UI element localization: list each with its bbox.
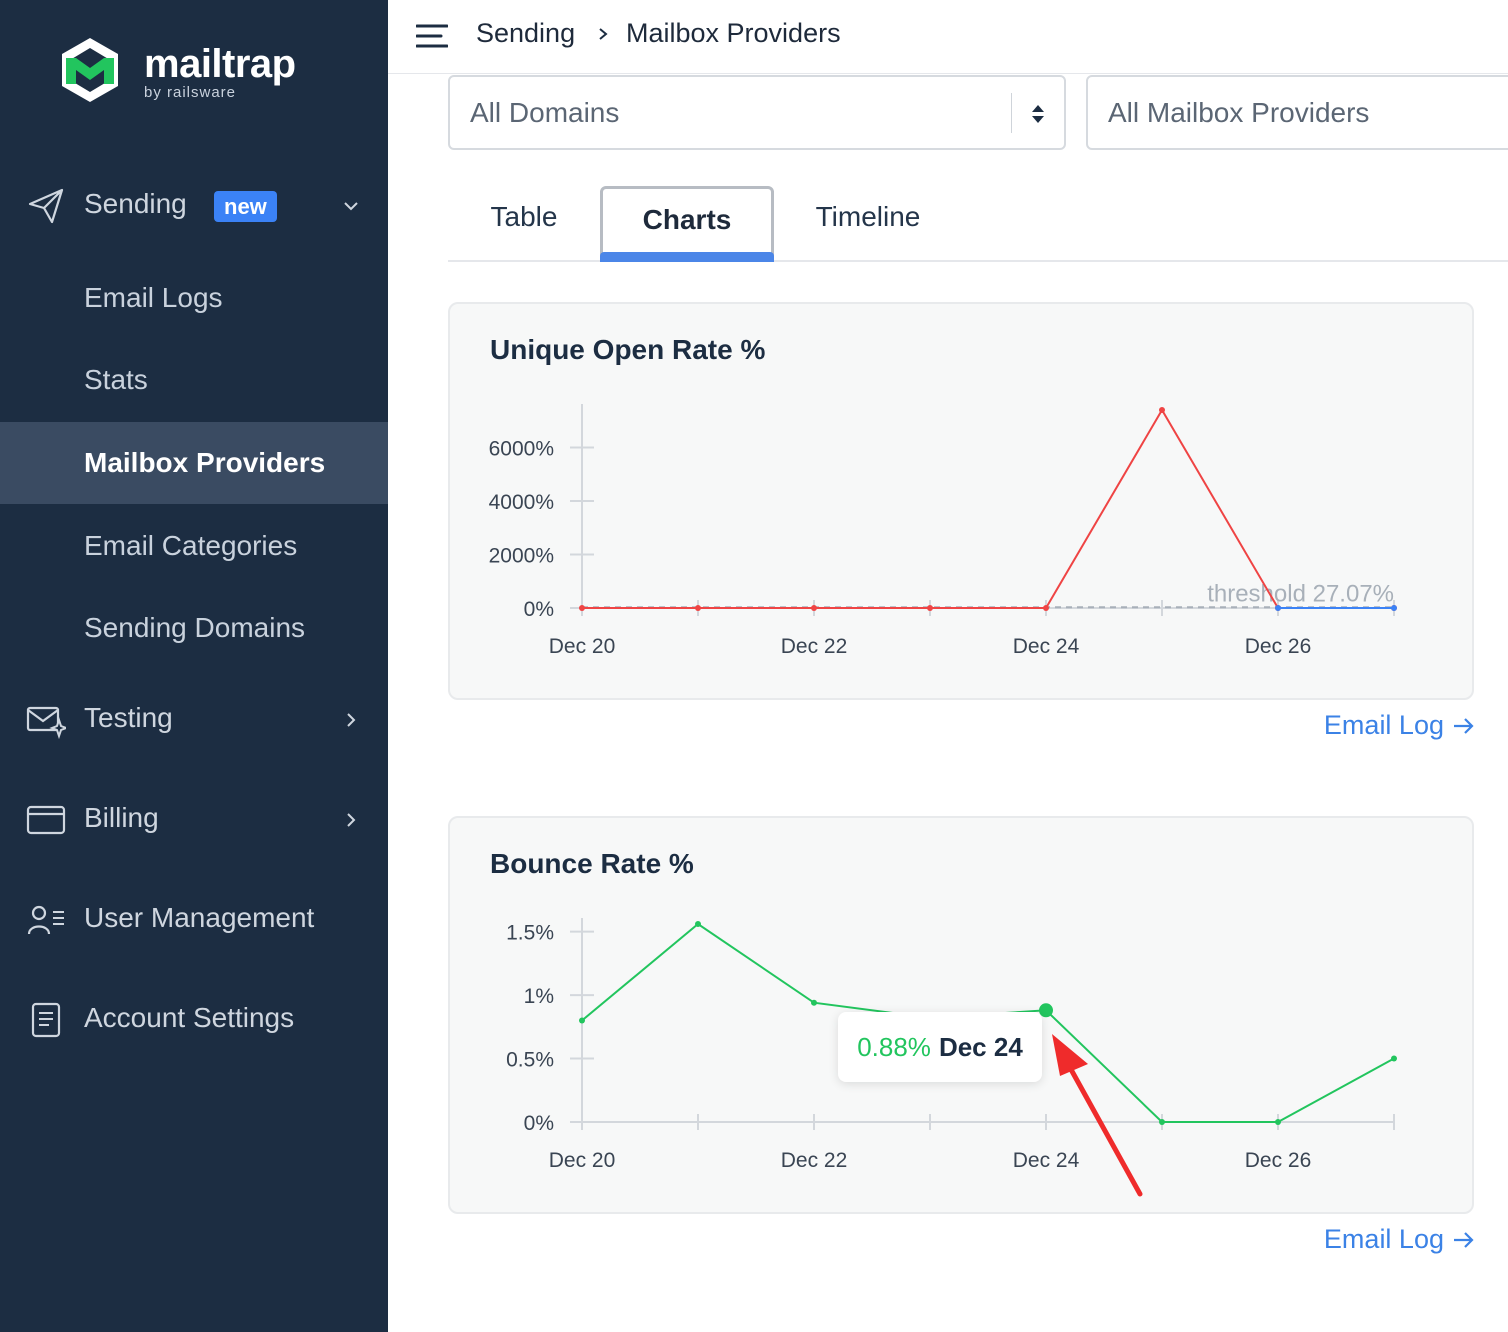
menu-icon[interactable] (416, 24, 448, 48)
sidebar-item-label: Testing (84, 702, 173, 733)
domains-select[interactable]: All Domains (448, 75, 1066, 150)
x-tick-label: Dec 20 (549, 635, 616, 658)
x-tick-label: Dec 26 (1245, 635, 1312, 658)
sidebar-item-label: Billing (84, 802, 159, 833)
sidebar-item-label: Sending Domains (84, 612, 306, 643)
sidebar-item-label: Account Settings (84, 1002, 295, 1033)
y-tick-label: 1.5% (506, 922, 554, 945)
sidebar-item-label: Sending (84, 188, 187, 219)
open-rate-chart-card: Unique Open Rate % Dec 20 Dec 22 Dec 24 Dec… (448, 302, 1474, 700)
sidebar-item-label: Email Categories (84, 530, 298, 561)
x-tick-label: Dec 22 (781, 1149, 848, 1172)
tab-label: Timeline (815, 201, 921, 232)
open-rate-chart: Dec 20 Dec 22 Dec 24 Dec 26 0% 2000% 4000% 6000… (489, 404, 1397, 658)
tab-timeline[interactable]: Timeline (794, 186, 942, 262)
select-divider (1011, 93, 1012, 133)
data-point (579, 605, 585, 611)
document-icon (31, 1002, 61, 1038)
email-log-link[interactable]: Email Log (1324, 710, 1474, 741)
data-point (1391, 1055, 1397, 1062)
sidebar-item-label: Stats (84, 364, 148, 395)
tab-label: Table (490, 201, 558, 232)
domains-select-value: All Domains (470, 96, 620, 128)
email-log-link-label: Email Log (1323, 1224, 1444, 1254)
new-badge: new (214, 191, 277, 222)
sidebar-item-sending-domains[interactable]: Sending Domains (0, 587, 388, 669)
sidebar-item-label: Mailbox Providers (84, 447, 326, 478)
x-tick-label: Dec 24 (1013, 1149, 1080, 1172)
data-point (811, 999, 817, 1006)
sidebar-item-mailbox-providers[interactable]: Mailbox Providers (0, 422, 388, 504)
x-tick-label: Dec 22 (781, 635, 848, 658)
data-point (1159, 407, 1165, 413)
y-tick-label: 0% (524, 1112, 554, 1135)
data-point (1391, 605, 1397, 611)
bounce-rate-chart: Dec 20 Dec 22 Dec 24 Dec 26 0% 0.5% 1% 1.5% (506, 918, 1397, 1172)
mailbox-providers-select[interactable]: All Mailbox Providers (1086, 75, 1508, 150)
brand-tagline: by railsware (144, 84, 237, 101)
y-tick-label: 0% (524, 598, 554, 621)
sidebar-item-stats[interactable]: Stats (0, 339, 388, 421)
breadcrumb-sending[interactable]: Sending (476, 18, 576, 48)
tab-charts[interactable]: Charts (600, 186, 774, 262)
chart-title: Unique Open Rate % (490, 334, 766, 365)
x-tick-label: Dec 20 (549, 1149, 616, 1172)
chart-title: Bounce Rate % (490, 848, 694, 879)
highlight-point (1039, 1003, 1053, 1018)
email-log-link[interactable]: Email Log (1324, 1224, 1474, 1255)
tab-label: Charts (642, 204, 732, 235)
mailtrap-logo-icon (62, 38, 118, 102)
data-point (1275, 1119, 1281, 1125)
y-tick-label: 4000% (489, 491, 554, 514)
data-point (1043, 605, 1049, 611)
mailtrap-logo[interactable]: mailtrap by railsware (56, 34, 296, 106)
paper-plane-icon (28, 188, 64, 224)
email-log-link-label: Email Log (1323, 710, 1444, 740)
arrow-right-icon (1454, 1231, 1474, 1248)
sidebar-item-label: User Management (84, 902, 315, 933)
data-point (927, 605, 933, 611)
data-point (811, 605, 817, 611)
sidebar-item-label: Email Logs (84, 282, 223, 313)
brand-name: mailtrap (144, 42, 296, 86)
data-point (695, 921, 701, 927)
sidebar-item-email-logs[interactable]: Email Logs (0, 257, 388, 339)
data-point (1159, 1119, 1165, 1125)
y-tick-label: 0.5% (506, 1049, 554, 1072)
chart-tooltip: 0.88% Dec 24 (838, 1012, 1042, 1082)
data-point (695, 605, 701, 611)
arrow-right-icon (1454, 717, 1474, 734)
tab-table[interactable]: Table (462, 186, 586, 262)
providers-select-value: All Mailbox Providers (1108, 96, 1370, 128)
sort-arrows-icon (1032, 105, 1044, 123)
y-tick-label: 2000% (489, 544, 554, 567)
y-tick-label: 6000% (489, 437, 554, 460)
breadcrumb-current: Mailbox Providers (626, 18, 841, 48)
credit-card-icon (26, 805, 66, 835)
series-line (582, 408, 1394, 609)
data-point (579, 1017, 585, 1024)
sidebar-item-email-categories[interactable]: Email Categories (0, 505, 388, 587)
data-point (1275, 605, 1281, 611)
view-tabs: Table Charts Timeline (448, 186, 1508, 262)
tooltip-value: 0.88% (857, 1031, 931, 1062)
users-icon (27, 905, 64, 935)
sidebar: mailtrap by railsware Sending new Email … (0, 0, 388, 1332)
chevron-down-icon[interactable] (342, 197, 360, 215)
top-bar: Sending Mailbox Providers (388, 0, 1508, 74)
envelope-sparkle-icon (26, 706, 66, 740)
chevron-right-icon (347, 713, 356, 727)
y-tick-label: 1% (524, 985, 554, 1008)
breadcrumb-chevron-icon (599, 28, 608, 40)
chevron-right-icon (347, 813, 356, 827)
x-tick-label: Dec 26 (1245, 1149, 1312, 1172)
threshold-label: threshold 27.07% (1207, 580, 1394, 607)
x-tick-label: Dec 24 (1013, 635, 1080, 658)
tooltip-date: Dec 24 (938, 1031, 1023, 1062)
